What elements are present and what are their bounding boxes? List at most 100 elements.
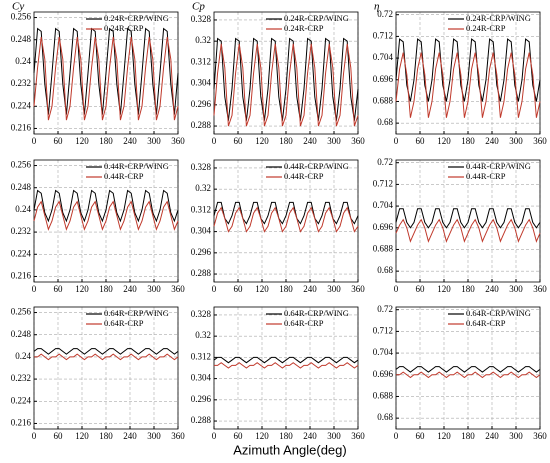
y-tick-label: 0.312	[191, 56, 211, 66]
x-tick-label: 180	[461, 136, 475, 146]
y-tick-label: 0.312	[191, 351, 211, 361]
y-tick-label: 0.68	[377, 265, 393, 275]
x-tick-label: 120	[75, 284, 89, 294]
y-tick-label: 0.68	[377, 412, 393, 422]
y-tick-label: 0.224	[11, 248, 32, 258]
y-tick-label: 0.72	[377, 304, 393, 314]
series-line	[33, 200, 179, 231]
x-tick-label: 300	[509, 136, 523, 146]
series-line	[213, 43, 359, 127]
x-tick-label: 120	[437, 136, 451, 146]
x-tick-label: 360	[171, 136, 185, 146]
y-tick-label: 0.696	[373, 74, 394, 84]
y-tick-label: 0.24	[15, 204, 31, 214]
y-axis-label: Cy	[12, 1, 24, 13]
x-tick-label: 180	[99, 284, 113, 294]
y-tick-label: 0.216	[11, 123, 32, 133]
x-tick-label: 360	[351, 284, 365, 294]
x-tick-label: 240	[123, 431, 137, 441]
x-tick-label: 60	[234, 136, 244, 146]
series-line	[395, 208, 541, 229]
x-tick-label: 240	[303, 136, 317, 146]
x-tick-label: 240	[123, 284, 137, 294]
y-tick-label: 0.712	[373, 325, 393, 335]
y-tick-label: 0.688	[373, 96, 394, 106]
series-line	[33, 189, 179, 223]
x-tick-label: 60	[54, 284, 64, 294]
x-tick-label: 240	[123, 136, 137, 146]
plot-frame	[395, 306, 541, 430]
y-tick-label: 0.32	[195, 35, 211, 45]
x-tick-label: 60	[416, 136, 426, 146]
x-tick-label: 0	[32, 136, 37, 146]
x-tick-label: 0	[212, 136, 217, 146]
x-tick-label: 120	[255, 431, 269, 441]
x-tick-label: 180	[99, 431, 113, 441]
y-tick-label: 0.712	[373, 30, 393, 40]
x-tick-label: 300	[509, 284, 523, 294]
x-tick-label: 360	[351, 136, 365, 146]
x-tick-label: 60	[54, 431, 64, 441]
y-tick-label: 0.304	[191, 226, 212, 236]
y-tick-label: 0.24	[15, 56, 31, 66]
legend-label: 0.64R-CRP/WING	[466, 308, 531, 318]
y-tick-label: 0.688	[373, 391, 394, 401]
series-line	[33, 36, 179, 121]
y-tick-label: 0.304	[191, 78, 212, 88]
legend-label: 0.64R-CRP	[284, 318, 324, 328]
plot-frame	[395, 11, 541, 135]
legend-label: 0.44R-CRP/WING	[104, 161, 169, 171]
x-tick-label: 60	[54, 136, 64, 146]
x-tick-label: 360	[171, 431, 185, 441]
x-tick-label: 120	[437, 431, 451, 441]
x-tick-label: 300	[327, 136, 341, 146]
y-tick-label: 0.296	[191, 394, 212, 404]
x-tick-label: 300	[509, 431, 523, 441]
legend-label: 0.24R-CRP	[104, 23, 144, 33]
plot-frame	[213, 11, 359, 135]
x-tick-label: 300	[327, 284, 341, 294]
y-tick-label: 0.256	[11, 307, 32, 317]
y-tick-label: 0.304	[191, 373, 212, 383]
y-tick-label: 0.296	[191, 247, 212, 257]
y-tick-label: 0.688	[373, 244, 394, 254]
x-tick-label: 300	[147, 136, 161, 146]
x-tick-label: 120	[437, 284, 451, 294]
plot-frame	[213, 159, 359, 283]
y-tick-label: 0.256	[11, 12, 32, 22]
y-tick-label: 0.696	[373, 369, 394, 379]
y-tick-label: 0.248	[11, 34, 32, 44]
y-tick-label: 0.328	[191, 162, 212, 172]
x-tick-label: 60	[416, 431, 426, 441]
x-tick-label: 0	[32, 284, 37, 294]
x-tick-label: 180	[279, 284, 293, 294]
legend-label: 0.24R-CRP	[284, 23, 324, 33]
x-tick-label: 0	[394, 431, 399, 441]
x-tick-label: 180	[461, 431, 475, 441]
legend-label: 0.44R-CRP/WING	[466, 161, 531, 171]
x-tick-label: 180	[99, 136, 113, 146]
y-tick-label: 0.224	[11, 100, 32, 110]
x-tick-label: 360	[533, 284, 547, 294]
y-tick-label: 0.288	[191, 415, 212, 425]
y-tick-label: 0.288	[191, 268, 212, 278]
legend-label: 0.24R-CRP	[466, 23, 506, 33]
series-line	[395, 366, 541, 373]
x-tick-label: 120	[255, 136, 269, 146]
legend-label: 0.24R-CRP/WING	[284, 13, 349, 23]
legend-label: 0.64R-CRP/WING	[104, 308, 169, 318]
x-tick-label: 360	[171, 284, 185, 294]
x-tick-label: 360	[533, 136, 547, 146]
series-line	[33, 348, 179, 355]
x-axis-label: Azimuth Angle(deg)	[233, 442, 346, 457]
plot-frame	[213, 306, 359, 430]
y-tick-label: 0.68	[377, 117, 393, 127]
x-tick-label: 180	[279, 431, 293, 441]
x-tick-label: 300	[147, 284, 161, 294]
y-tick-label: 0.32	[195, 330, 211, 340]
y-axis-label: Cp	[192, 1, 205, 13]
x-tick-label: 300	[147, 431, 161, 441]
series-line	[395, 218, 541, 243]
series-line	[213, 356, 359, 364]
